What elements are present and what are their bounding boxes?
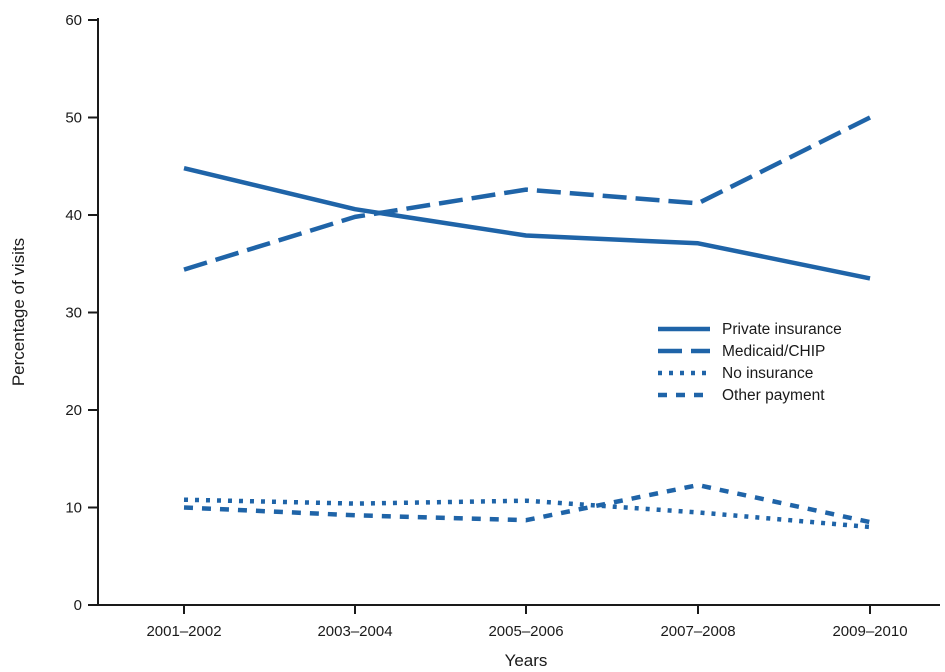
series-line-no-insurance: [183, 497, 871, 530]
legend-label-no-insurance: No insurance: [722, 365, 813, 382]
series-line-medicaid-chip: [183, 115, 872, 272]
x-tick-label: 2007–2008: [660, 623, 735, 640]
x-tick-label: 2001–2002: [146, 623, 221, 640]
x-axis-title: Years: [505, 651, 548, 670]
y-tick-label: 40: [65, 207, 82, 224]
x-tick-label: 2005–2006: [488, 623, 563, 640]
y-axis-title: Percentage of visits: [9, 238, 28, 386]
y-tick-label: 30: [65, 305, 82, 322]
y-tick-label: 0: [74, 597, 82, 614]
y-tick-label: 20: [65, 402, 82, 419]
y-tick-label: 10: [65, 500, 82, 517]
legend: Private insurance Medicaid/CHIP No insuran…: [658, 321, 842, 404]
legend-label-other-payment: Other payment: [722, 387, 825, 404]
series-line-private-insurance: [183, 166, 871, 281]
x-tick-label: 2003–2004: [317, 623, 392, 640]
series-layer: [183, 115, 872, 530]
y-axis: 0 10 20 30 40 50 60: [65, 12, 99, 614]
y-tick-label: 60: [65, 12, 82, 29]
y-tick-label: 50: [65, 110, 82, 127]
x-axis: 2001–2002 2003–2004 2005–2006 2007–2008 2009…: [98, 604, 940, 640]
x-tick-label: 2009–2010: [832, 623, 907, 640]
legend-label-medicaid-chip: Medicaid/CHIP: [722, 343, 825, 360]
series-line-other-payment: [183, 482, 871, 525]
legend-label-private-insurance: Private insurance: [722, 321, 842, 338]
